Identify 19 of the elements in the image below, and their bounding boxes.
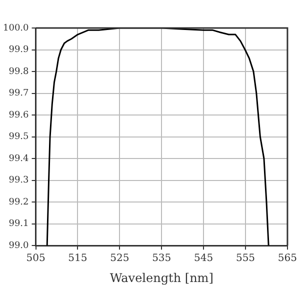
y-tick-label: 99.0 <box>8 240 30 251</box>
y-tick-label: 99.1 <box>8 219 29 230</box>
x-tick-label: 565 <box>278 253 298 264</box>
y-tick-label: 99.7 <box>8 88 30 99</box>
y-tick-label: 99.4 <box>8 154 30 164</box>
y-tick-label: 99.6 <box>8 110 30 120</box>
y-tick-label: 99.3 <box>8 176 30 186</box>
y-tick-label: 99.5 <box>8 132 30 142</box>
y-tick-label: 100.0 <box>3 23 30 34</box>
y-tick-label: 99.2 <box>8 197 29 208</box>
y-tick-label: 99.9 <box>8 45 30 56</box>
x-tick-label: 535 <box>152 253 172 264</box>
x-tick-label: 555 <box>236 253 256 264</box>
y-tick-label: 99.8 <box>8 66 30 77</box>
x-axis-title: Wavelength [nm] <box>110 270 214 285</box>
x-tick-label: 505 <box>26 253 46 264</box>
x-tick-label: 545 <box>194 253 214 264</box>
x-tick-label: 515 <box>68 253 88 264</box>
x-tick-label: 525 <box>110 253 130 264</box>
